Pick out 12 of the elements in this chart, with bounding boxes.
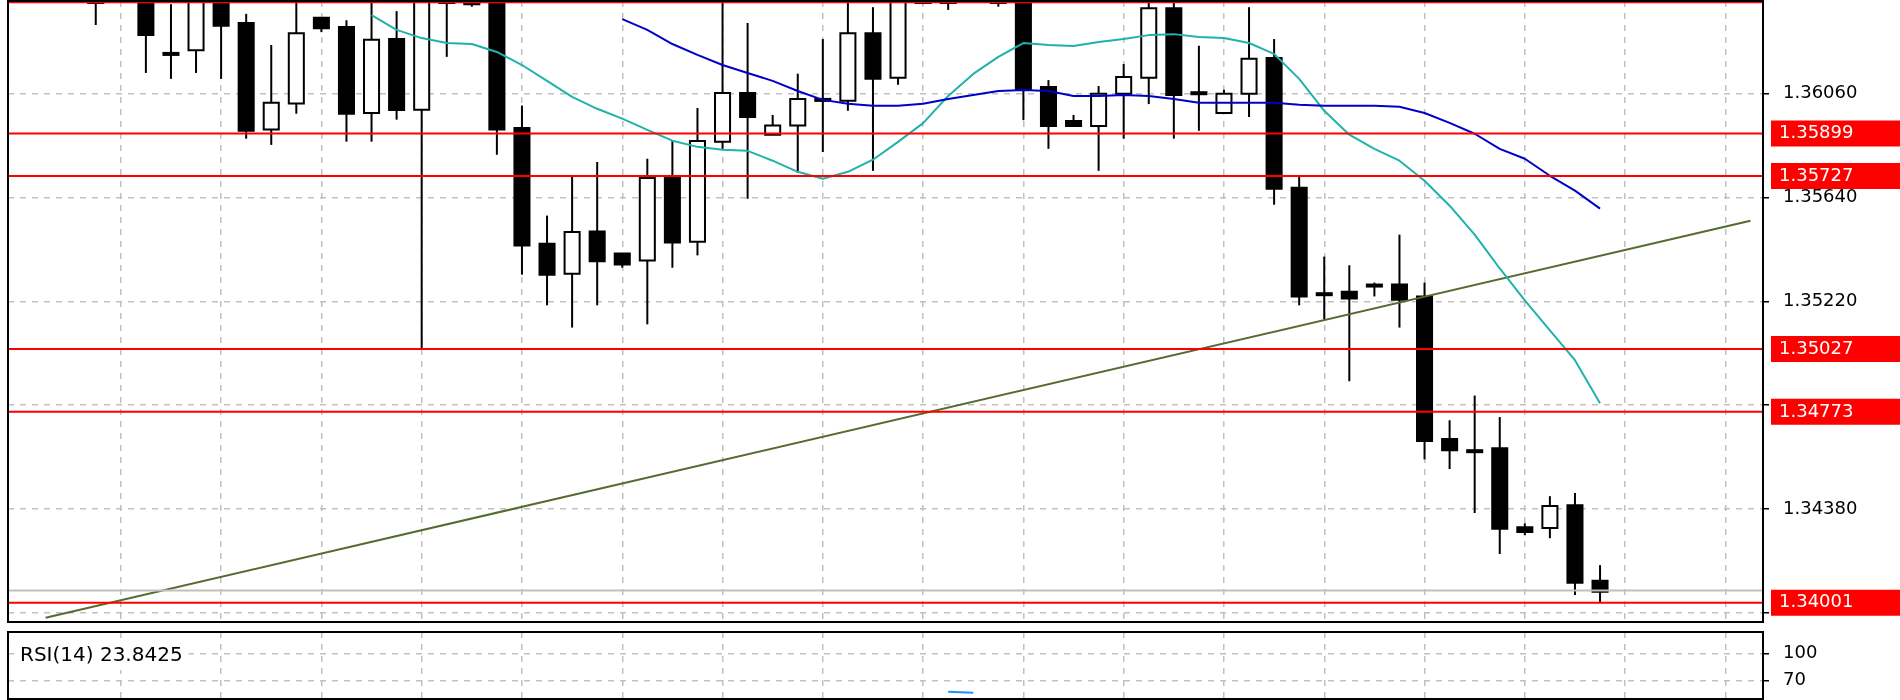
ref-line-label: 1.34773 (1779, 399, 1854, 421)
y-tick-label: 1.35220 (1783, 289, 1858, 311)
ref-line-label: 1.35899 (1779, 121, 1854, 143)
text: RSI(14) 23.8425 (20, 642, 183, 667)
y-tick-label: 100 (1783, 641, 1818, 663)
ref-line-label: 1.35027 (1779, 336, 1854, 358)
ref-line-label: 1.35727 (1779, 163, 1854, 185)
y-tick-label: 1.36060 (1783, 81, 1858, 103)
y-tick-label: 1.35640 (1783, 185, 1858, 207)
y-tick-label: 1.34380 (1783, 496, 1858, 518)
ref-line-label: 1.34001 (1779, 590, 1854, 612)
y-tick-label: 70 (1783, 667, 1806, 689)
